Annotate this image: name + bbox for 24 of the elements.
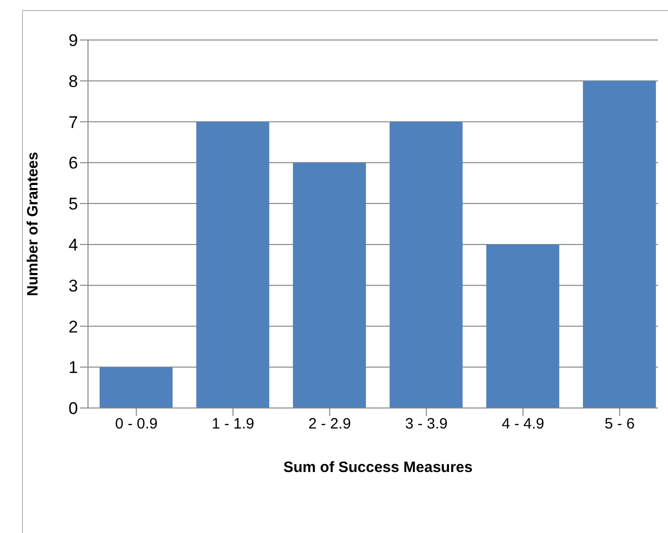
x-tick-label: 2 - 2.9 [308,416,351,433]
y-tick-label: 3 [68,276,78,296]
bar [582,80,656,408]
y-tick-label: 5 [68,194,78,214]
y-tick-label: 8 [68,72,78,91]
x-axis-title: Sum of Success Measures [283,459,473,476]
x-tick-label: 4 - 4.9 [502,416,544,433]
x-tick-label: 1 - 1.9 [212,416,254,433]
bar [100,367,173,408]
y-tick-label: 7 [68,112,78,132]
y-tick-label: 1 [68,358,78,378]
bar [486,244,560,408]
x-tick-label: 0 - 0.9 [115,416,158,433]
y-tick-label: 2 [68,317,78,336]
y-tick-label: 0 [68,399,78,418]
bar [196,122,270,408]
y-axis-title: Number of Grantees [24,152,42,296]
bar [292,162,366,408]
y-tick-label: 4 [68,235,78,254]
x-tick-label: 3 - 3.9 [405,416,448,433]
y-tick-label: 6 [68,154,78,173]
bar [390,122,463,408]
x-tick-label: 5 - 6 [604,416,635,433]
y-tick-label: 9 [68,31,78,50]
